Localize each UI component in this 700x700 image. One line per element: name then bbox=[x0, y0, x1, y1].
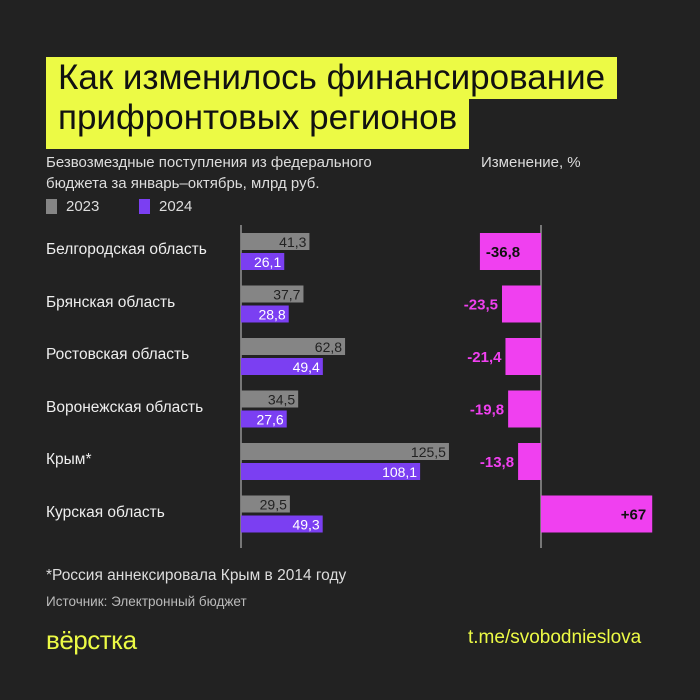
bar-2023 bbox=[241, 443, 449, 460]
category-label: Брянская область bbox=[46, 293, 176, 311]
bar-2023 bbox=[241, 338, 346, 355]
bar-value-label: 49,4 bbox=[293, 359, 320, 375]
bar-2024 bbox=[241, 305, 289, 323]
legend-swatch-2023 bbox=[46, 199, 57, 214]
bar-value-label: 34,5 bbox=[268, 392, 295, 408]
bar-2023 bbox=[241, 233, 310, 250]
bar-value-label: 125,5 bbox=[411, 444, 446, 460]
bar-2023 bbox=[241, 495, 290, 513]
change-bar bbox=[479, 233, 541, 270]
title-line-1: Как изменилось финансирование bbox=[46, 57, 618, 99]
source: Источник: Электронный бюджет bbox=[46, 594, 247, 609]
subtitle-line-2: бюджета за январь–октябрь, млрд руб. bbox=[46, 175, 320, 192]
change-bar bbox=[518, 443, 541, 480]
change-bar bbox=[501, 285, 541, 323]
bar-2024 bbox=[241, 463, 421, 480]
change-value-label: +67 bbox=[621, 507, 646, 524]
category-label: Курская область bbox=[46, 503, 165, 521]
bar-2023 bbox=[241, 390, 299, 408]
category-label: Воронежская область bbox=[46, 398, 204, 416]
legend-swatch-2024 bbox=[139, 199, 150, 214]
bar-2024 bbox=[241, 253, 285, 270]
change-value-label: -36,8 bbox=[486, 244, 520, 261]
change-value-label: -23,5 bbox=[464, 297, 498, 314]
title-line-2: прифронтовых регионов bbox=[46, 97, 470, 149]
footnote: *Россия аннексировала Крым в 2014 году bbox=[46, 567, 347, 584]
bar-value-label: 26,1 bbox=[254, 254, 281, 270]
change-bar bbox=[541, 495, 653, 533]
change-header: Изменение, % bbox=[481, 154, 581, 171]
bar-value-label: 27,6 bbox=[256, 412, 283, 428]
change-value-label: -13,8 bbox=[480, 454, 514, 471]
category-label: Ростовская область bbox=[46, 346, 190, 363]
change-bar bbox=[505, 338, 541, 375]
bar-value-label: 49,3 bbox=[292, 517, 319, 533]
bar-value-label: 62,8 bbox=[315, 339, 342, 355]
channel-link[interactable]: t.me/svobodnieslova bbox=[468, 627, 642, 648]
subtitle-line-1: Безвозмездные поступления из федеральног… bbox=[46, 154, 372, 171]
change-value-label: -19,8 bbox=[470, 402, 504, 419]
bar-2024 bbox=[241, 515, 323, 533]
bar-value-label: 37,7 bbox=[273, 287, 300, 303]
change-bar bbox=[508, 390, 541, 428]
logo: вёрстка bbox=[46, 625, 137, 655]
bar-2024 bbox=[241, 410, 287, 428]
legend-label-2024: 2024 bbox=[159, 198, 193, 215]
change-value-label: -21,4 bbox=[467, 349, 502, 366]
bar-value-label: 29,5 bbox=[260, 497, 287, 513]
bar-value-label: 28,8 bbox=[258, 307, 285, 323]
bar-2023 bbox=[241, 285, 304, 303]
bar-value-label: 108,1 bbox=[382, 464, 417, 480]
bar-2024 bbox=[241, 358, 323, 375]
category-label: Белгородская область bbox=[46, 241, 207, 258]
legend-label-2023: 2023 bbox=[66, 198, 100, 215]
category-label: Крым* bbox=[46, 451, 92, 468]
bar-value-label: 41,3 bbox=[279, 234, 306, 250]
